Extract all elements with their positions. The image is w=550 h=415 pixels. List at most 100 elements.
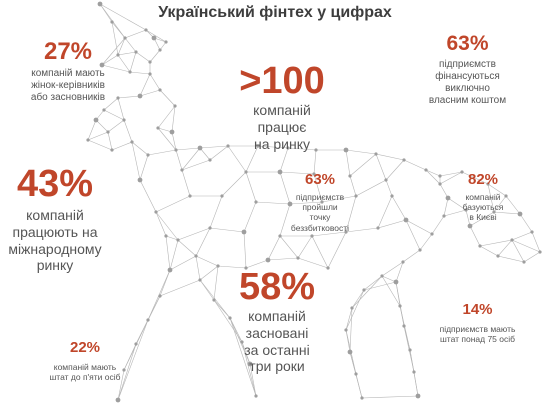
network-line bbox=[139, 154, 149, 181]
network-line bbox=[439, 171, 463, 185]
network-node bbox=[197, 145, 203, 151]
network-line bbox=[243, 231, 247, 269]
network-node bbox=[401, 260, 405, 264]
stat-label: компаній мають жінок-керівників або засн… bbox=[30, 68, 106, 103]
stat-kyiv-based: 82% компаній базуються в Києві bbox=[448, 172, 518, 223]
network-node bbox=[188, 194, 192, 198]
stat-label: компаній засновані за останні три роки bbox=[244, 308, 310, 375]
network-node bbox=[277, 169, 283, 175]
network-line bbox=[297, 257, 329, 269]
network-line bbox=[385, 159, 405, 181]
stat-value: 43% bbox=[16, 163, 94, 205]
network-line bbox=[101, 37, 126, 66]
network-line bbox=[443, 197, 449, 217]
stat-self-funded: 63% підприємств фінансуються виключно вл… bbox=[415, 33, 520, 107]
network-line bbox=[377, 219, 407, 229]
network-line bbox=[257, 145, 289, 149]
network-line bbox=[181, 159, 211, 171]
network-line bbox=[297, 235, 313, 259]
network-line bbox=[279, 235, 299, 259]
network-line bbox=[267, 257, 299, 261]
network-line bbox=[469, 211, 495, 227]
network-node bbox=[312, 172, 316, 176]
network-line bbox=[381, 275, 401, 307]
network-node bbox=[496, 254, 500, 258]
network-line bbox=[157, 105, 176, 129]
network-node bbox=[156, 126, 160, 130]
stat-large-staff: 14% підприємств мають штат понад 75 осіб bbox=[420, 302, 535, 344]
network-line bbox=[405, 219, 421, 251]
network-line bbox=[171, 105, 176, 133]
network-node bbox=[354, 194, 358, 198]
network-line bbox=[403, 159, 427, 171]
network-node bbox=[169, 129, 175, 135]
network-line bbox=[321, 195, 357, 203]
network-node bbox=[398, 304, 402, 308]
network-node bbox=[208, 226, 212, 230]
network-line bbox=[375, 153, 387, 181]
network-line bbox=[255, 201, 291, 205]
network-node bbox=[137, 177, 143, 183]
network-line bbox=[117, 54, 131, 73]
network-line bbox=[377, 195, 393, 229]
network-node bbox=[99, 62, 105, 68]
network-line bbox=[199, 265, 219, 281]
network-line bbox=[345, 195, 357, 233]
network-line bbox=[131, 141, 141, 181]
network-node bbox=[128, 70, 132, 74]
network-line bbox=[345, 149, 377, 155]
network-line bbox=[165, 235, 179, 241]
network-line bbox=[117, 51, 137, 56]
network-node bbox=[412, 370, 416, 374]
network-node bbox=[151, 35, 157, 41]
network-line bbox=[131, 141, 149, 156]
network-node bbox=[146, 318, 150, 322]
network-line bbox=[199, 147, 211, 161]
network-line bbox=[469, 225, 481, 247]
network-node bbox=[122, 368, 126, 372]
network-line bbox=[101, 64, 131, 73]
network-line bbox=[139, 89, 161, 97]
network-node bbox=[286, 146, 290, 150]
network-line bbox=[395, 261, 404, 283]
network-node bbox=[198, 278, 202, 282]
network-line bbox=[487, 183, 495, 213]
network-line bbox=[425, 169, 441, 177]
network-line bbox=[311, 231, 347, 237]
network-node bbox=[424, 168, 428, 172]
network-node bbox=[504, 194, 508, 198]
network-node bbox=[344, 230, 348, 234]
network-line bbox=[311, 235, 329, 269]
network-node bbox=[158, 294, 162, 298]
stat-value: 63% bbox=[446, 32, 489, 55]
network-line bbox=[87, 131, 109, 141]
network-line bbox=[363, 275, 383, 291]
network-node bbox=[415, 393, 421, 399]
network-line bbox=[511, 239, 525, 263]
stat-women-leaders: 27% компаній мають жінок-керівників або … bbox=[8, 40, 128, 104]
stat-label: підприємств фінансуються виключно власни… bbox=[428, 59, 507, 106]
network-line bbox=[117, 37, 126, 56]
network-line bbox=[425, 169, 441, 185]
network-line bbox=[439, 171, 463, 177]
stat-value: 82% bbox=[467, 171, 499, 188]
network-line bbox=[245, 259, 269, 269]
network-line bbox=[511, 231, 533, 241]
network-node bbox=[116, 53, 120, 57]
network-node bbox=[460, 170, 464, 174]
network-node bbox=[123, 36, 127, 40]
network-node bbox=[538, 250, 542, 254]
network-line bbox=[345, 307, 353, 331]
network-node bbox=[158, 48, 162, 52]
network-node bbox=[344, 328, 348, 332]
network-line bbox=[107, 131, 113, 151]
network-line bbox=[519, 213, 533, 233]
network-line bbox=[95, 119, 109, 133]
network-node bbox=[393, 279, 399, 285]
network-node bbox=[173, 104, 177, 108]
network-line bbox=[139, 179, 157, 213]
network-line bbox=[361, 395, 419, 399]
network-line bbox=[209, 195, 223, 229]
network-node bbox=[418, 248, 422, 252]
